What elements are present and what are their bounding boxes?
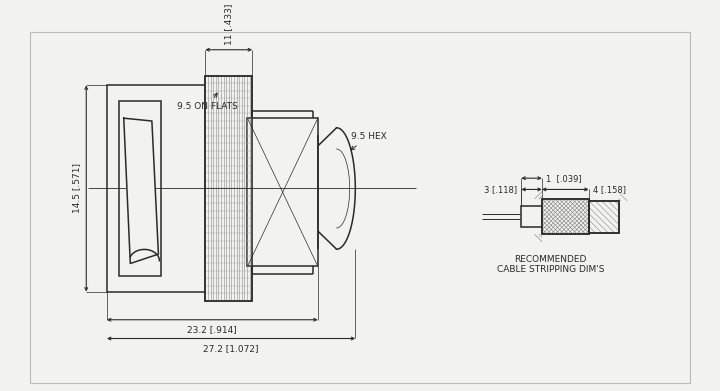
Bar [589,201,618,233]
Text: 4 [.158]: 4 [.158] [593,185,626,194]
Text: 14.5 [.571]: 14.5 [.571] [73,163,81,213]
Bar [521,206,542,227]
Bar [542,199,589,235]
Polygon shape [124,118,158,264]
Bar [205,76,252,301]
Text: 11 [.433]: 11 [.433] [224,4,233,45]
Text: 23.2 [.914]: 23.2 [.914] [187,325,237,334]
Bar [589,201,618,233]
Text: CABLE STRIPPING DIM'S: CABLE STRIPPING DIM'S [497,265,604,274]
Text: RECOMMENDED: RECOMMENDED [514,255,587,264]
Bar [119,101,161,276]
Text: 27.2 [1.072]: 27.2 [1.072] [203,344,259,353]
Text: 1  [.039]: 1 [.039] [546,174,581,183]
Text: 9.5 HEX: 9.5 HEX [351,133,387,150]
Bar [205,76,252,301]
Bar [542,199,589,235]
Text: 9.5 ON FLATS: 9.5 ON FLATS [177,93,238,111]
Bar [248,118,318,266]
Bar [107,85,210,292]
Text: 3 [.118]: 3 [.118] [485,185,518,194]
